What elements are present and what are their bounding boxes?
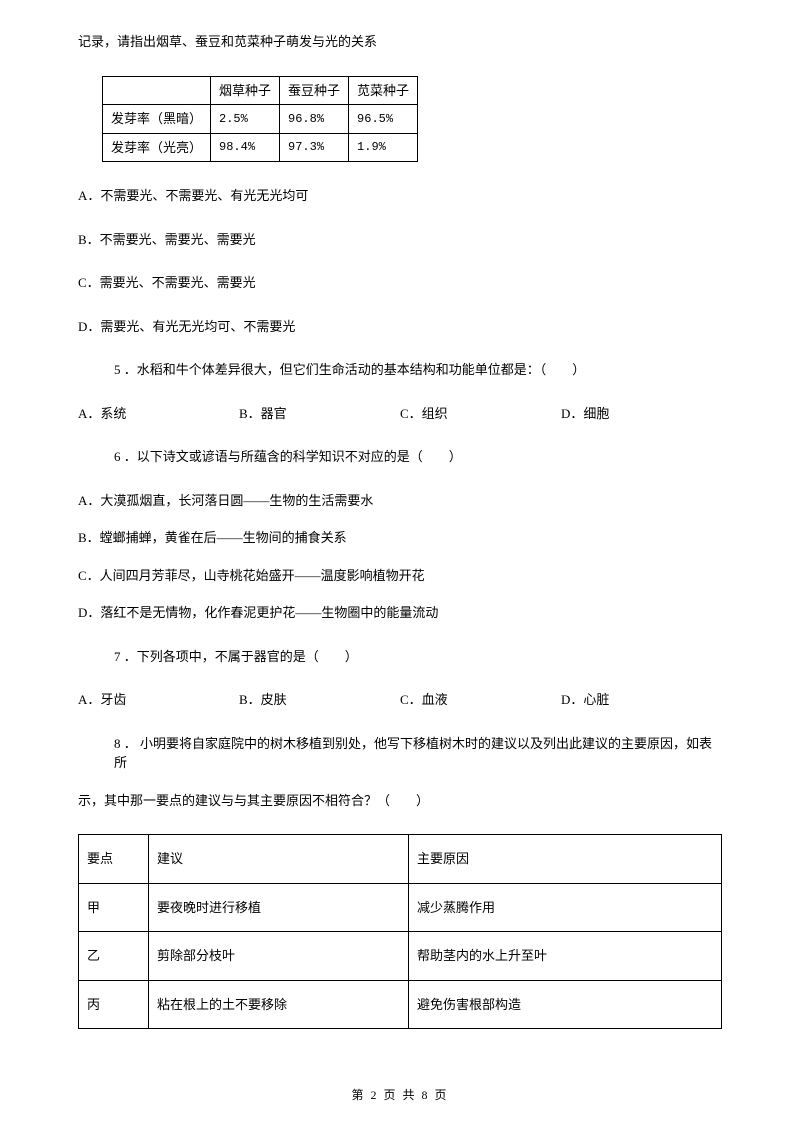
td: 1.9% bbox=[349, 133, 418, 162]
th: 要点 bbox=[79, 835, 149, 884]
q4-opt-b: B．不需要光、需要光、需要光 bbox=[78, 230, 722, 250]
q8-line1: 8 ． 小明要将自家庭院中的树木移植到别处，他写下移植树木时的建议以及列出此建议… bbox=[78, 734, 722, 773]
q4-opt-a: A．不需要光、不需要光、有光无光均可 bbox=[78, 186, 722, 206]
td: 97.3% bbox=[280, 133, 349, 162]
td: 帮助茎内的水上升至叶 bbox=[409, 932, 722, 981]
q5-options: A．系统 B．器官 C．组织 D．细胞 bbox=[78, 404, 722, 424]
page-footer: 第 2 页 共 8 页 bbox=[0, 1086, 800, 1104]
q4-opt-d: D．需要光、有光无光均可、不需要光 bbox=[78, 317, 722, 337]
q4-opt-c: C．需要光、不需要光、需要光 bbox=[78, 273, 722, 293]
td: 要夜晚时进行移植 bbox=[149, 883, 409, 932]
th: 苋菜种子 bbox=[349, 76, 418, 105]
seed-table: 烟草种子 蚕豆种子 苋菜种子 发芽率（黑暗） 2.5% 96.8% 96.5% … bbox=[102, 76, 418, 163]
q7-opt-c: C．血液 bbox=[400, 690, 561, 710]
td: 乙 bbox=[79, 932, 149, 981]
q8-line2: 示，其中那一要点的建议与与其主要原因不相符合？（ ） bbox=[78, 791, 722, 811]
q6-opt-b: B．螳螂捕蝉，黄雀在后——生物间的捕食关系 bbox=[78, 528, 722, 548]
q5-opt-c: C．组织 bbox=[400, 404, 561, 424]
td: 减少蒸腾作用 bbox=[409, 883, 722, 932]
q5-opt-b: B．器官 bbox=[239, 404, 400, 424]
q7-opt-a: A．牙齿 bbox=[78, 690, 239, 710]
th: 蚕豆种子 bbox=[280, 76, 349, 105]
q7-opt-b: B．皮肤 bbox=[239, 690, 400, 710]
td: 96.5% bbox=[349, 105, 418, 134]
td: 粘在根上的土不要移除 bbox=[149, 980, 409, 1029]
td: 96.8% bbox=[280, 105, 349, 134]
td: 甲 bbox=[79, 883, 149, 932]
td: 98.4% bbox=[211, 133, 280, 162]
q5-stem: 5 ．水稻和牛个体差异很大，但它们生命活动的基本结构和功能单位都是：（ ） bbox=[78, 360, 722, 380]
q6-opt-d: D．落红不是无情物，化作春泥更护花——生物圈中的能量流动 bbox=[78, 603, 722, 623]
q5-opt-d: D．细胞 bbox=[561, 404, 722, 424]
transplant-table: 要点 建议 主要原因 甲 要夜晚时进行移植 减少蒸腾作用 乙 剪除部分枝叶 帮助… bbox=[78, 834, 722, 1029]
td: 剪除部分枝叶 bbox=[149, 932, 409, 981]
q6-stem: 6 ．以下诗文或谚语与所蕴含的科学知识不对应的是（ ） bbox=[78, 447, 722, 467]
q6-opt-c: C．人间四月芳菲尽，山寺桃花始盛开——温度影响植物开花 bbox=[78, 566, 722, 586]
td: 发芽率（黑暗） bbox=[103, 105, 211, 134]
th: 主要原因 bbox=[409, 835, 722, 884]
td: 发芽率（光亮） bbox=[103, 133, 211, 162]
q7-opt-d: D．心脏 bbox=[561, 690, 722, 710]
q7-options: A．牙齿 B．皮肤 C．血液 D．心脏 bbox=[78, 690, 722, 710]
q6-opt-a: A．大漠孤烟直，长河落日圆——生物的生活需要水 bbox=[78, 491, 722, 511]
q5-opt-a: A．系统 bbox=[78, 404, 239, 424]
th: 建议 bbox=[149, 835, 409, 884]
td: 丙 bbox=[79, 980, 149, 1029]
th-blank bbox=[103, 76, 211, 105]
td: 避免伤害根部构造 bbox=[409, 980, 722, 1029]
td: 2.5% bbox=[211, 105, 280, 134]
q7-stem: 7 ．下列各项中，不属于器官的是（ ） bbox=[78, 647, 722, 667]
th: 烟草种子 bbox=[211, 76, 280, 105]
intro-text: 记录，请指出烟草、蚕豆和苋菜种子萌发与光的关系 bbox=[78, 32, 722, 52]
